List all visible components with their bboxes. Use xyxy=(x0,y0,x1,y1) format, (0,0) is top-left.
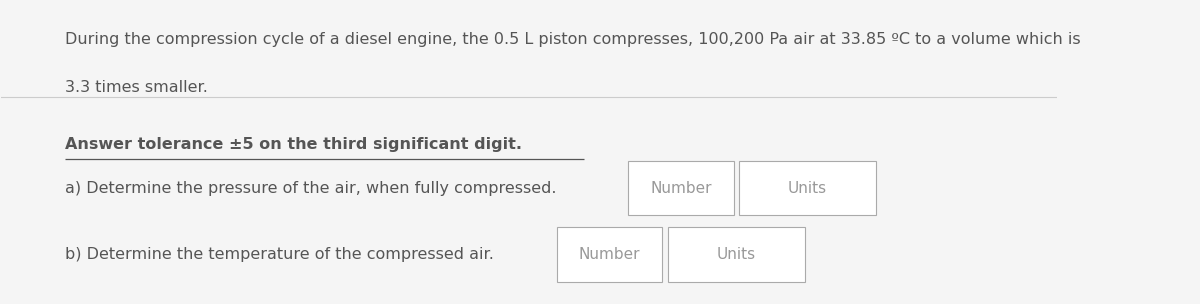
Text: b) Determine the temperature of the compressed air.: b) Determine the temperature of the comp… xyxy=(65,247,493,262)
Text: Number: Number xyxy=(578,247,641,262)
Text: 3.3 times smaller.: 3.3 times smaller. xyxy=(65,80,208,95)
Text: a) Determine the pressure of the air, when fully compressed.: a) Determine the pressure of the air, wh… xyxy=(65,181,557,196)
FancyBboxPatch shape xyxy=(739,161,876,215)
Text: Number: Number xyxy=(650,181,712,196)
FancyBboxPatch shape xyxy=(628,161,733,215)
FancyBboxPatch shape xyxy=(557,227,662,282)
Text: Units: Units xyxy=(788,181,827,196)
FancyBboxPatch shape xyxy=(667,227,805,282)
Text: Units: Units xyxy=(716,247,756,262)
Text: Answer tolerance ±5 on the third significant digit.: Answer tolerance ±5 on the third signifi… xyxy=(65,137,522,152)
Text: During the compression cycle of a diesel engine, the 0.5 L piston compresses, 10: During the compression cycle of a diesel… xyxy=(65,32,1080,47)
